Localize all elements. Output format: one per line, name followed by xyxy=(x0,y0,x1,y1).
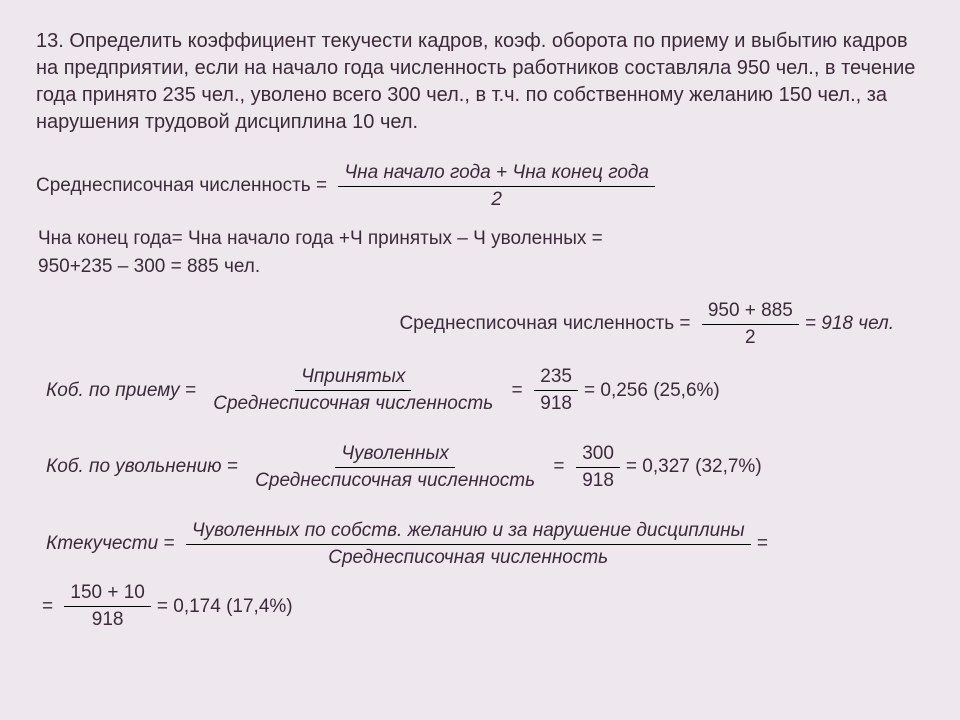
f6-fraction: 150 + 10 918 xyxy=(64,582,151,631)
f2-fraction: 950 + 885 2 xyxy=(702,300,799,349)
f3-den: Среднесписочная численность xyxy=(207,391,499,415)
f3-den2: 918 xyxy=(534,391,578,415)
formula-avg-headcount-value: Среднесписочная численность = 950 + 885 … xyxy=(36,300,924,349)
f5-fraction: Чуволенных по собств. желанию и за наруш… xyxy=(186,520,751,569)
f3-tail: = 0,256 (25,6%) xyxy=(584,380,720,402)
f5-lhs: Ктекучести = xyxy=(46,533,180,555)
f4-tail: = 0,327 (32,7%) xyxy=(626,456,762,478)
f1-fraction: Чна начало года + Чна конец года 2 xyxy=(338,162,655,211)
formula-k-turnover: Ктекучести = Чуволенных по собств. желан… xyxy=(46,520,924,569)
f4-num: Чуволенных xyxy=(335,443,455,468)
f3-num2: 235 xyxy=(534,366,578,391)
formula-avg-headcount-def: Среднесписочная численность = Чна начало… xyxy=(36,162,924,211)
formula-k-hire: Коб. по приему = Чпринятых Среднесписочн… xyxy=(46,366,924,415)
f1-den: 2 xyxy=(485,187,508,211)
formula-k-turnover-value: = 150 + 10 918 = 0,174 (17,4%) xyxy=(42,582,924,631)
f4-fraction1: Чуволенных Среднесписочная численность xyxy=(249,443,541,492)
f3-lhs: Коб. по приему = xyxy=(46,380,201,402)
f6-tail: = 0,174 (17,4%) xyxy=(157,596,293,618)
f5-den: Среднесписочная численность xyxy=(322,545,614,569)
f6-lhs: = xyxy=(42,596,58,618)
problem-statement: 13. Определить коэффициент текучести кад… xyxy=(36,28,924,136)
end-year-line2: 950+235 – 300 = 885 чел. xyxy=(38,253,924,282)
f3-num: Чпринятых xyxy=(295,366,411,391)
f4-lhs: Коб. по увольнению = xyxy=(46,456,243,478)
f2-den: 2 xyxy=(739,325,762,349)
f1-lhs: Среднесписочная численность = xyxy=(36,175,332,197)
f2-num: 950 + 885 xyxy=(702,300,799,325)
f6-num: 150 + 10 xyxy=(64,582,151,607)
f3-fraction1: Чпринятых Среднесписочная численность xyxy=(207,366,499,415)
f4-den2: 918 xyxy=(576,468,620,492)
f2-tail: = 918 чел. xyxy=(805,313,894,335)
f4-fraction2: 300 918 xyxy=(576,443,620,492)
formula-k-fire: Коб. по увольнению = Чуволенных Среднесп… xyxy=(46,443,924,492)
f6-den: 918 xyxy=(86,607,130,631)
f4-eq: = xyxy=(553,456,564,478)
f1-num: Чна начало года + Чна конец года xyxy=(338,162,655,187)
f5-tail: = xyxy=(757,533,768,555)
end-year-line1: Чна конец года= Чна начало года +Ч приня… xyxy=(38,225,924,254)
f3-eq: = xyxy=(511,380,522,402)
f2-lhs: Среднесписочная численность = xyxy=(399,313,695,335)
f4-den: Среднесписочная численность xyxy=(249,468,541,492)
f4-num2: 300 xyxy=(576,443,620,468)
f3-fraction2: 235 918 xyxy=(534,366,578,415)
end-year-calc: Чна конец года= Чна начало года +Ч приня… xyxy=(38,225,924,282)
f5-num: Чуволенных по собств. желанию и за наруш… xyxy=(186,520,751,545)
